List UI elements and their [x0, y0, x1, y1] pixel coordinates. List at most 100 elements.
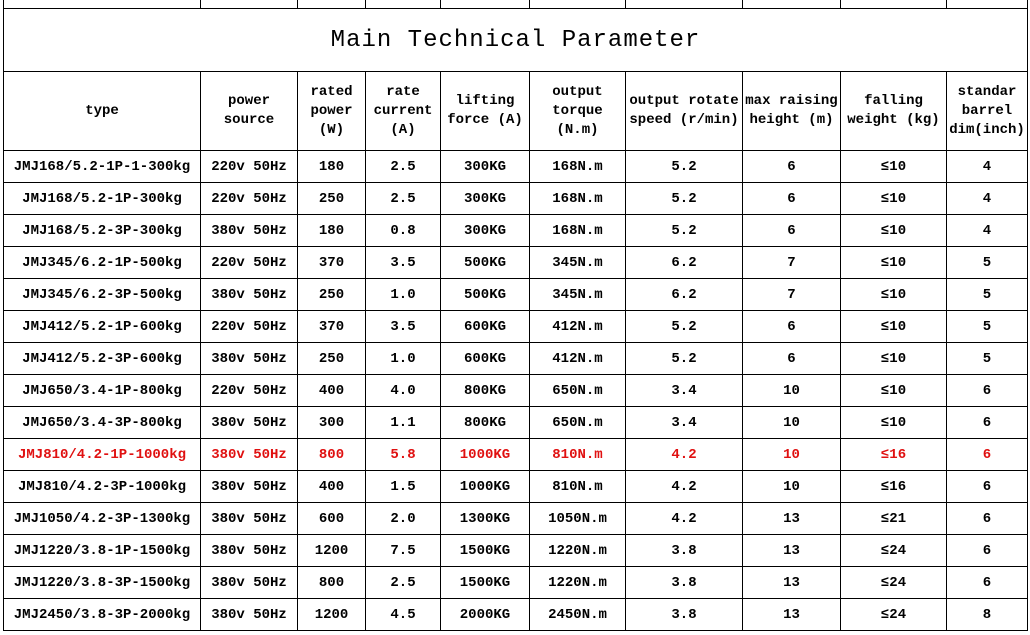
table-wrap: Main Technical Parameter type power sourc…	[3, 0, 1028, 631]
data-cell: 3.5	[365, 310, 441, 343]
data-cell: 2450N.m	[529, 598, 626, 631]
data-cell: 6	[946, 438, 1028, 471]
data-cell: 2.5	[365, 566, 441, 599]
data-cell: 3.4	[625, 406, 743, 439]
data-cell: 380v 50Hz	[200, 534, 298, 567]
data-cell: 10	[742, 374, 841, 407]
data-cell: 6.2	[625, 278, 743, 311]
data-cell: ≤10	[840, 310, 947, 343]
data-cell: JMJ650/3.4-3P-800kg	[3, 406, 201, 439]
data-cell: 4.2	[625, 438, 743, 471]
data-cell: 5.2	[625, 214, 743, 247]
data-cell: 400	[297, 374, 366, 407]
data-cell: 1000KG	[440, 438, 530, 471]
data-row: JMJ345/6.2-3P-500kg 380v 50Hz 250 1.0 500KG 3…	[3, 278, 1028, 311]
data-cell: 600KG	[440, 310, 530, 343]
data-cell: 500KG	[440, 278, 530, 311]
data-cell: 2000KG	[440, 598, 530, 631]
data-cell: 3.8	[625, 598, 743, 631]
data-cell: 300KG	[440, 182, 530, 215]
data-cell: 380v 50Hz	[200, 406, 298, 439]
data-cell: 5.2	[625, 150, 743, 183]
data-cell: 345N.m	[529, 278, 626, 311]
data-row: JMJ2450/3.8-3P-2000kg 380v 50Hz 1200 4.5 200…	[3, 598, 1028, 631]
data-cell: 380v 50Hz	[200, 278, 298, 311]
data-cell: 600KG	[440, 342, 530, 375]
data-cell: 800KG	[440, 406, 530, 439]
data-cell: 500KG	[440, 246, 530, 279]
data-cell: JMJ1220/3.8-3P-1500kg	[3, 566, 201, 599]
data-cell: 6.2	[625, 246, 743, 279]
data-cell: JMJ412/5.2-1P-600kg	[3, 310, 201, 343]
data-cell: 2.5	[365, 182, 441, 215]
header-cell: output rotate speed (r/min)	[625, 71, 743, 151]
data-cell: 4	[946, 150, 1028, 183]
data-cell: 6	[742, 150, 841, 183]
cut-row	[3, 0, 1028, 9]
header-cell: falling weight (kg)	[840, 71, 947, 151]
header-cell: standar barrel dim(inch)	[946, 71, 1028, 151]
header-cell: rated power (W)	[297, 71, 366, 151]
cell	[440, 0, 530, 9]
cell	[3, 0, 201, 9]
data-cell: 380v 50Hz	[200, 342, 298, 375]
data-cell: 1300KG	[440, 502, 530, 535]
data-cell: 1500KG	[440, 534, 530, 567]
data-cell: 380v 50Hz	[200, 214, 298, 247]
data-cell: 4.5	[365, 598, 441, 631]
data-cell: JMJ810/4.2-1P-1000kg	[3, 438, 201, 471]
data-cell: 380v 50Hz	[200, 470, 298, 503]
data-cell: 180	[297, 150, 366, 183]
data-cell: 300KG	[440, 150, 530, 183]
cell	[742, 0, 841, 9]
data-cell: 6	[946, 406, 1028, 439]
data-row: JMJ810/4.2-3P-1000kg 380v 50Hz 400 1.5 1000K…	[3, 470, 1028, 503]
data-cell: 800	[297, 566, 366, 599]
data-cell: ≤10	[840, 150, 947, 183]
header-cell: power source	[200, 71, 298, 151]
data-cell: 2.5	[365, 150, 441, 183]
data-cell: 220v 50Hz	[200, 150, 298, 183]
data-cell: 250	[297, 278, 366, 311]
data-cell: 220v 50Hz	[200, 310, 298, 343]
data-cell: 250	[297, 342, 366, 375]
cell	[297, 0, 366, 9]
data-cell: 1050N.m	[529, 502, 626, 535]
data-cell: ≤16	[840, 438, 947, 471]
data-cell: 6	[946, 566, 1028, 599]
data-cell: 1500KG	[440, 566, 530, 599]
data-cell: 400	[297, 470, 366, 503]
data-cell: 6	[742, 214, 841, 247]
data-row: JMJ810/4.2-1P-1000kg 380v 50Hz 800 5.8 1000K…	[3, 438, 1028, 471]
data-cell: ≤10	[840, 182, 947, 215]
data-cell: 10	[742, 470, 841, 503]
data-cell: 650N.m	[529, 406, 626, 439]
data-cell: 168N.m	[529, 182, 626, 215]
data-cell: 2.0	[365, 502, 441, 535]
data-cell: 380v 50Hz	[200, 598, 298, 631]
data-cell: JMJ168/5.2-3P-300kg	[3, 214, 201, 247]
data-row: JMJ412/5.2-1P-600kg 220v 50Hz 370 3.5 600KG 4…	[3, 310, 1028, 343]
data-cell: 13	[742, 598, 841, 631]
data-row: JMJ650/3.4-3P-800kg 380v 50Hz 300 1.1 800KG 6…	[3, 406, 1028, 439]
data-cell: 0.8	[365, 214, 441, 247]
data-row: JMJ168/5.2-1P-300kg 220v 50Hz 250 2.5 300KG 1…	[3, 182, 1028, 215]
data-cell: ≤10	[840, 374, 947, 407]
data-cell: JMJ1220/3.8-1P-1500kg	[3, 534, 201, 567]
data-cell: 5	[946, 342, 1028, 375]
data-cell: 7	[742, 246, 841, 279]
data-cell: 1220N.m	[529, 534, 626, 567]
data-cell: ≤10	[840, 278, 947, 311]
data-cell: 5	[946, 278, 1028, 311]
data-cell: 370	[297, 246, 366, 279]
header-cell: rate current (A)	[365, 71, 441, 151]
data-cell: 4.2	[625, 470, 743, 503]
data-cell: 5.8	[365, 438, 441, 471]
data-cell: 5.2	[625, 310, 743, 343]
cell	[365, 0, 441, 9]
data-cell: 3.8	[625, 534, 743, 567]
data-cell: JMJ650/3.4-1P-800kg	[3, 374, 201, 407]
data-cell: 3.8	[625, 566, 743, 599]
data-cell: 7.5	[365, 534, 441, 567]
title-row: Main Technical Parameter	[3, 8, 1028, 72]
